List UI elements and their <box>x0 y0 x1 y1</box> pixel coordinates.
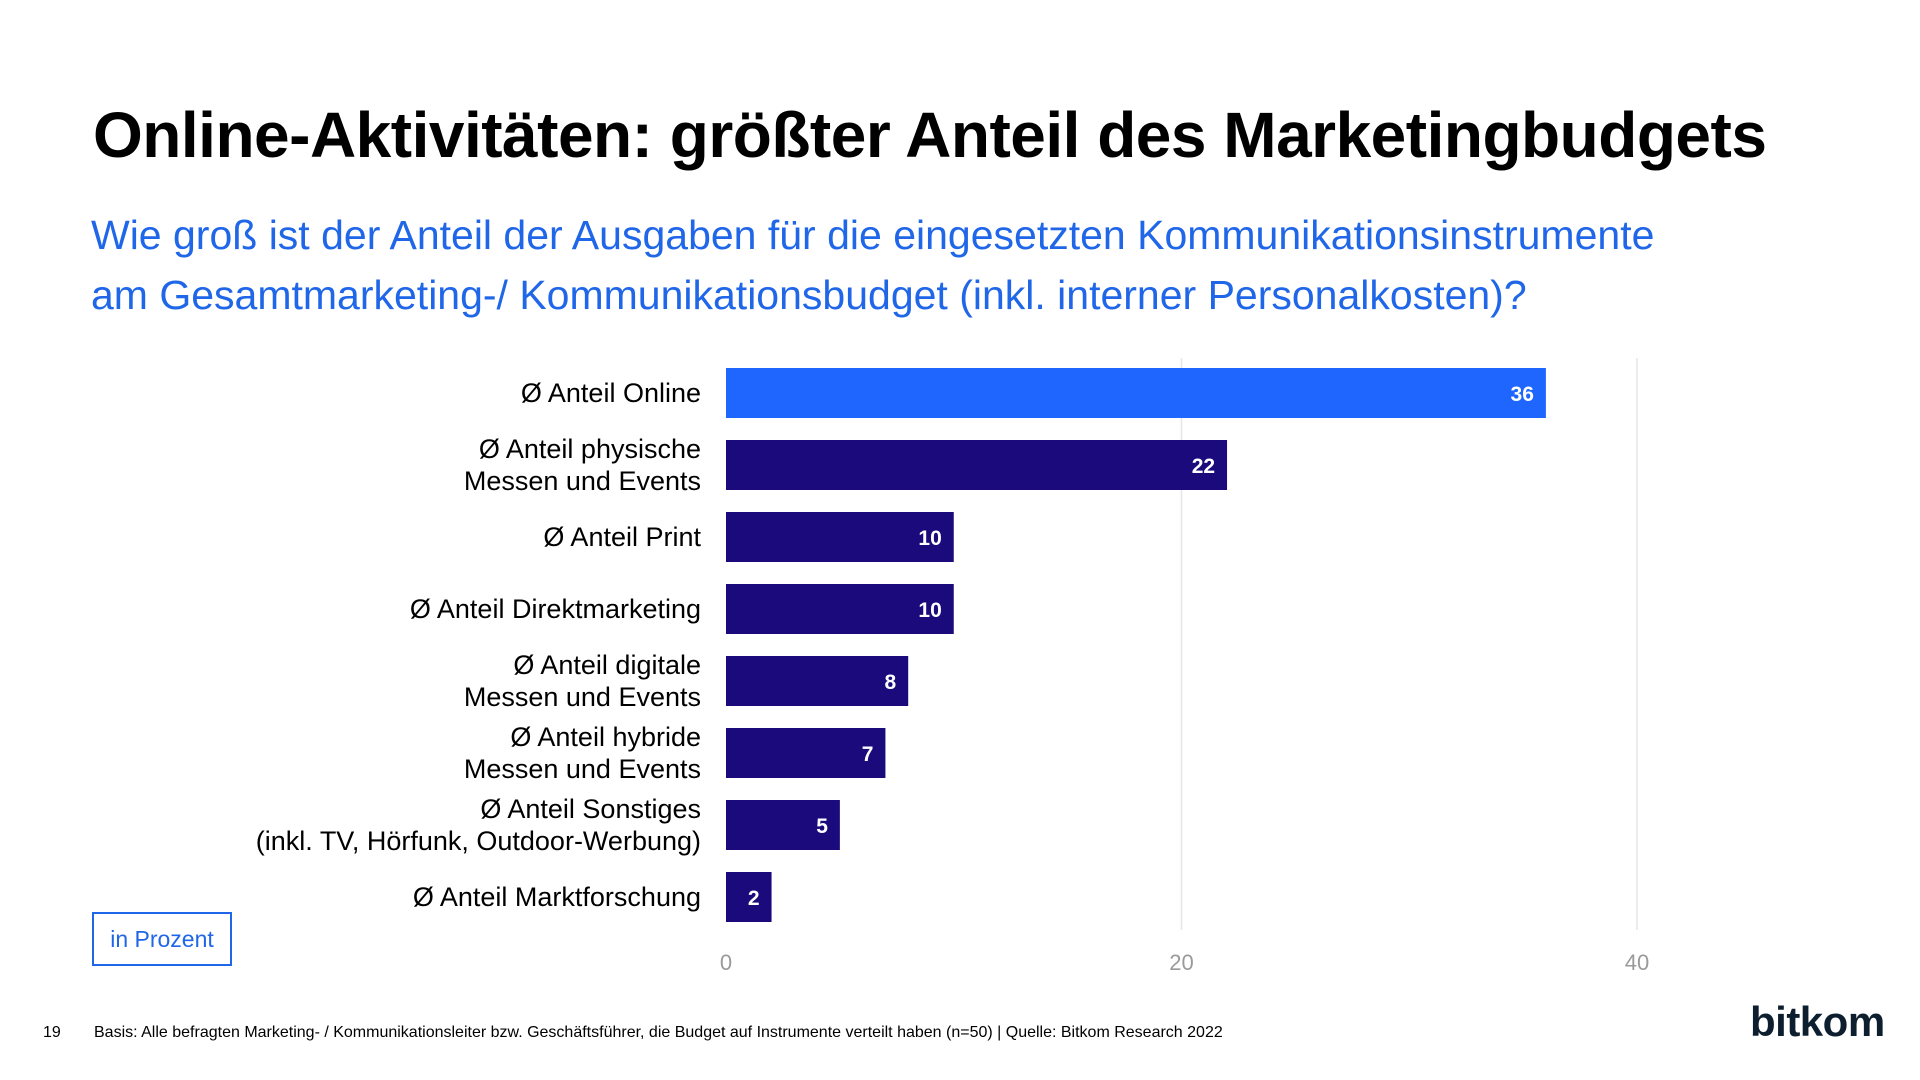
bar-0 <box>726 368 1546 418</box>
category-label-5-line-1: Messen und Events <box>464 754 701 784</box>
unit-label: in Prozent <box>92 912 232 966</box>
bar-2 <box>726 512 954 562</box>
bitkom-logo: bitkom <box>1750 998 1885 1045</box>
category-label-7: Ø Anteil Marktforschung <box>413 882 701 912</box>
bar-6 <box>726 800 840 850</box>
bar-3 <box>726 584 954 634</box>
bar-5 <box>726 728 886 778</box>
category-label-6-line-0: Ø Anteil Sonstiges <box>480 794 701 824</box>
category-label-1-line-0: Ø Anteil physische <box>479 434 701 464</box>
x-tick-label-40: 40 <box>1625 950 1649 975</box>
bar-1 <box>726 440 1228 490</box>
value-label-5: 7 <box>862 743 874 766</box>
x-tick-label-20: 20 <box>1169 950 1193 975</box>
value-label-4: 8 <box>885 671 897 694</box>
source-footnote: Basis: Alle befragten Marketing- / Kommu… <box>94 1024 1223 1041</box>
value-label-6: 5 <box>816 815 828 838</box>
category-label-0: Ø Anteil Online <box>521 378 701 408</box>
bar-4 <box>726 656 909 706</box>
category-label-3: Ø Anteil Direktmarketing <box>410 594 701 624</box>
value-label-3: 10 <box>918 599 941 622</box>
subtitle-line-1: Wie groß ist der Anteil der Ausgaben für… <box>91 212 1655 258</box>
subtitle-line-2: am Gesamtmarketing-/ Kommunikationsbudge… <box>91 272 1527 318</box>
value-label-2: 10 <box>918 527 941 550</box>
page-title: Online-Aktivitäten: größter Anteil des M… <box>93 99 1767 171</box>
value-label-7: 2 <box>748 887 760 910</box>
bar-7 <box>726 872 772 922</box>
page-subtitle: Wie groß ist der Anteil der Ausgaben für… <box>91 205 1871 325</box>
x-tick-label-0: 0 <box>720 950 732 975</box>
category-label-5-line-0: Ø Anteil hybride <box>510 722 701 752</box>
category-label-6-line-1: (inkl. TV, Hörfunk, Outdoor-Werbung) <box>256 826 701 856</box>
value-label-0: 36 <box>1511 383 1534 406</box>
category-label-4-line-0: Ø Anteil digitale <box>513 650 701 680</box>
category-label-1-line-1: Messen und Events <box>464 466 701 496</box>
value-label-1: 22 <box>1192 455 1215 478</box>
category-label-4-line-1: Messen und Events <box>464 682 701 712</box>
page-number: 19 <box>43 1024 61 1041</box>
category-label-2: Ø Anteil Print <box>543 522 701 552</box>
